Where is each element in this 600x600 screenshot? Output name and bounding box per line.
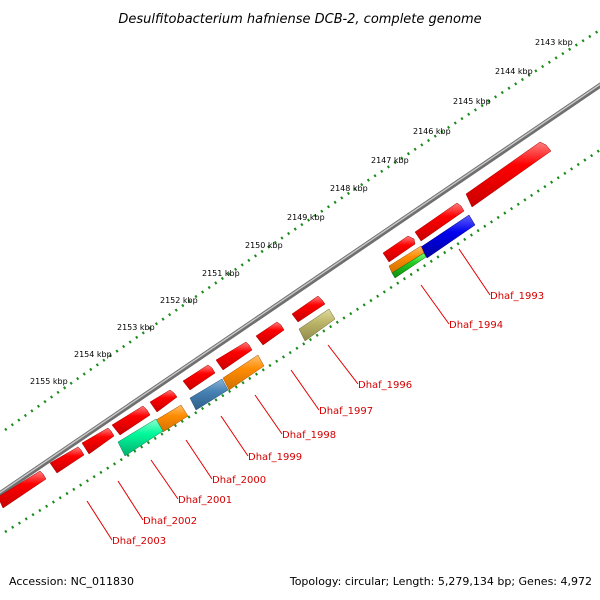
gene-block[interactable] [298,308,336,342]
gene-block[interactable] [189,378,229,411]
genome-backbone [0,82,600,497]
tick-label: 2145 kbp [453,97,491,106]
gene-arrow[interactable] [215,341,253,371]
tick-label: 2154 kbp [74,350,112,359]
tick-label: 2151 kbp [202,269,240,278]
gene-block[interactable] [391,252,427,279]
tick-label: 2152 kbp [160,296,198,305]
gene-block[interactable] [222,354,265,391]
tick-label: 2146 kbp [413,127,451,136]
tick-label: 2148 kbp [330,184,368,193]
map-title: Desulfitobacterium hafniense DCB-2, comp… [118,12,481,27]
tick-labels: 2143 kbp 2144 kbp 2145 kbp 2146 kbp 2147… [30,38,573,386]
leader-line [420,284,450,325]
annotation-blocks [117,214,476,457]
topology-summary: Topology: circular; Length: 5,279,134 bp… [289,575,592,588]
gene-label[interactable]: Dhaf_2002 [143,516,197,527]
leader-line [458,248,491,296]
tick-label: 2143 kbp [535,38,573,47]
tick-label: 2153 kbp [117,323,155,332]
leader-line [185,439,213,480]
gene-label[interactable]: Dhaf_2001 [178,495,232,506]
leader-line [150,459,179,500]
leader-lines [86,248,491,541]
gene-arrow[interactable] [49,446,85,474]
leader-line [254,394,283,435]
gene-arrow[interactable] [382,235,416,263]
outer-tick-ring [4,28,600,432]
tick-label: 2147 kbp [371,156,409,165]
leader-line [327,344,359,385]
forward-strand-genes [0,141,552,509]
tick-label: 2144 kbp [495,67,533,76]
leader-line [117,480,144,521]
gene-block[interactable] [117,418,164,457]
gene-arrow[interactable] [291,295,326,323]
gene-label[interactable]: Dhaf_1996 [358,380,412,391]
leader-line [290,369,320,411]
leader-line [86,500,113,541]
gene-label[interactable]: Dhaf_1998 [282,430,336,441]
gene-block[interactable] [420,214,476,259]
gene-arrow[interactable] [0,470,47,509]
gene-arrow[interactable] [111,405,151,436]
gene-arrow[interactable] [81,427,115,455]
gene-arrow[interactable] [149,389,178,413]
gene-arrow[interactable] [465,141,552,208]
gene-arrow[interactable] [414,202,465,242]
genome-backbone-highlight [0,83,600,494]
gene-label[interactable]: Dhaf_1993 [490,291,544,302]
gene-label[interactable]: Dhaf_1999 [248,452,302,463]
gene-arrow[interactable] [255,321,285,346]
accession-text: Accession: NC_011830 [9,575,135,588]
gene-label[interactable]: Dhaf_2000 [212,475,266,486]
tick-label: 2150 kbp [245,241,283,250]
gene-label[interactable]: Dhaf_1997 [319,406,373,417]
leader-line [220,415,249,457]
gene-label[interactable]: Dhaf_2003 [112,536,166,547]
gene-labels: Dhaf_1993 Dhaf_1994 Dhaf_1996 Dhaf_1997 … [112,291,544,547]
inner-tick-ring [4,148,600,534]
gene-label[interactable]: Dhaf_1994 [449,320,503,331]
gene-arrow[interactable] [182,364,216,391]
tick-label: 2149 kbp [287,213,325,222]
tick-label: 2155 kbp [30,377,68,386]
